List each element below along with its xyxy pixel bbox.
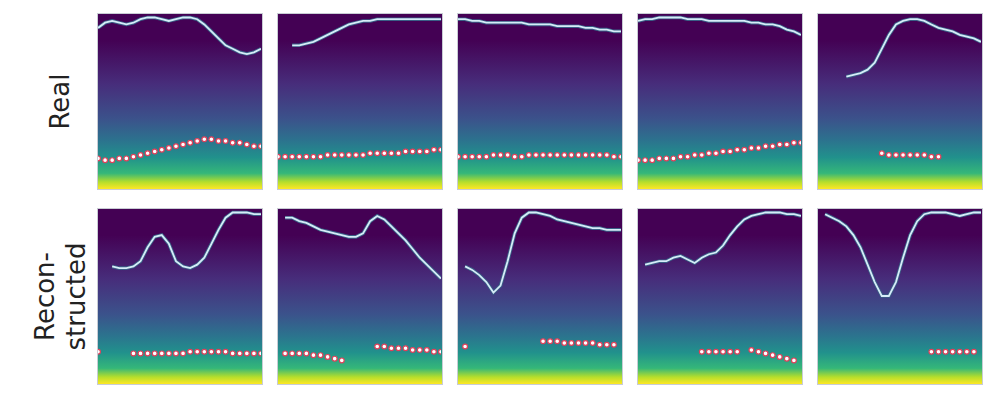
svg-text:Real: Real [45,73,75,129]
svg-text:Recon-: Recon- [30,252,60,341]
svg-text:structed: structed [61,243,91,351]
